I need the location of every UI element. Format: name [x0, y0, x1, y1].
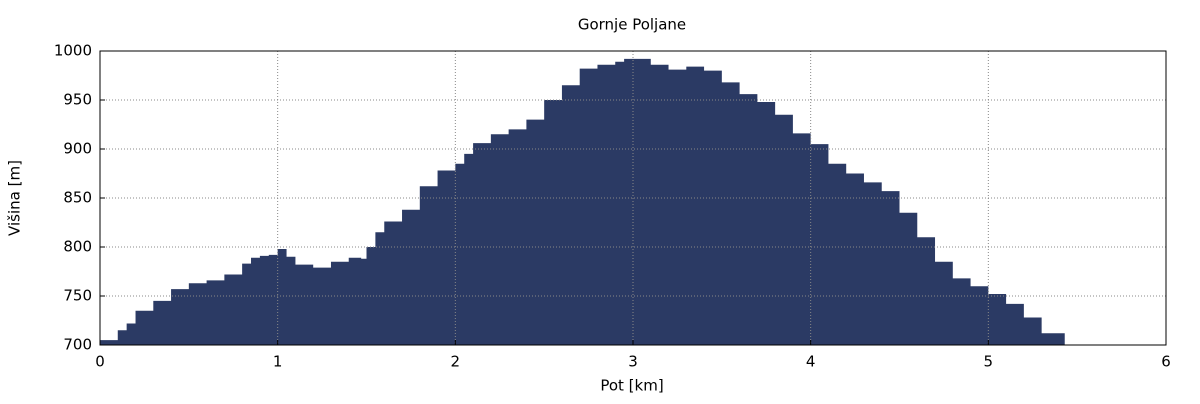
x-axis-label: Pot [km] — [600, 377, 663, 395]
x-tick-label: 0 — [95, 353, 105, 371]
x-tick-label: 3 — [628, 353, 638, 371]
x-tick-label: 4 — [806, 353, 816, 371]
y-tick-label: 800 — [63, 238, 92, 256]
y-tick-label: 900 — [63, 140, 92, 158]
x-tick-label: 2 — [451, 353, 461, 371]
y-axis-label: Višina [m] — [6, 160, 24, 236]
plot-frame — [99, 50, 1167, 346]
y-tick-label: 950 — [63, 91, 92, 109]
x-tick-label: 6 — [1161, 353, 1171, 371]
y-tick-label: 750 — [63, 287, 92, 305]
chart-title: Gornje Poljane — [578, 16, 686, 34]
x-tick-label: 5 — [984, 353, 994, 371]
elevation-area — [100, 58, 1065, 346]
y-tick-label: 850 — [63, 189, 92, 207]
y-tick-label: 700 — [63, 336, 92, 354]
y-tick-label: 1000 — [54, 42, 92, 60]
x-tick-label: 1 — [273, 353, 283, 371]
